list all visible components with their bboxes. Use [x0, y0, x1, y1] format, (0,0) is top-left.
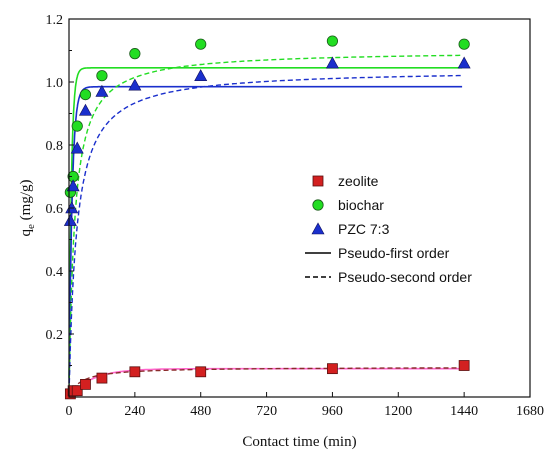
triangle-point	[78, 103, 92, 116]
y-axis-title-unit: (mg/g)	[18, 180, 34, 225]
data-markers	[63, 35, 471, 400]
x-tick-label: 720	[256, 404, 277, 419]
pseudo-second-curve	[68, 74, 463, 392]
y-tick-label: 0.2	[46, 328, 64, 343]
y-axis-title: qe (mg/g)	[18, 180, 37, 237]
legend-label: PZC 7:3	[338, 221, 390, 237]
y-tick-label: 0.6	[46, 202, 64, 217]
triangle-point	[457, 56, 471, 69]
legend-label: Pseudo-second order	[338, 269, 472, 285]
axis-ticks: 0 240 480 720 960 1200 1440 1680 0.2 0.4 0.6 0.8 1.0…	[46, 13, 545, 419]
triangle-point	[66, 179, 80, 192]
legend-label: Pseudo-first order	[338, 245, 450, 261]
square-point	[458, 360, 470, 371]
square-point	[195, 366, 207, 378]
triangle-point	[128, 78, 142, 91]
y-axis-title-main: q	[18, 228, 34, 236]
circle-point	[458, 38, 470, 50]
pseudo-second-curve	[68, 367, 463, 397]
triangle-point	[325, 56, 339, 69]
y-tick-label: 0.8	[46, 139, 64, 154]
circle-point	[129, 48, 141, 60]
fit-curves	[68, 54, 463, 398]
legend: zeolite biochar PZC 7:3 Pseudo-first order P…	[305, 173, 472, 285]
circle-point	[79, 89, 92, 101]
legend-circle-marker	[312, 199, 324, 211]
y-tick-label: 1.2	[46, 13, 64, 28]
x-tick-label: 1440	[450, 404, 478, 419]
pseudo-first-curve	[68, 85, 463, 384]
legend-label: biochar	[338, 197, 384, 213]
legend-square-marker	[312, 175, 324, 187]
x-axis-title: Contact time (min)	[242, 434, 356, 450]
pseudo-first-curve	[68, 367, 463, 398]
x-tick-label: 1680	[516, 404, 544, 419]
x-tick-label: 1200	[384, 404, 412, 419]
y-axis-title-subscript: e	[25, 224, 37, 229]
circle-point	[96, 70, 108, 82]
square-point	[129, 366, 141, 378]
circle-point	[71, 120, 83, 132]
triangle-point	[70, 141, 84, 154]
circle-point	[195, 38, 207, 50]
x-tick-label: 480	[190, 404, 211, 419]
triangle-point	[63, 213, 77, 226]
legend-label: zeolite	[338, 173, 379, 189]
y-tick-label: 1.0	[46, 76, 64, 91]
circle-point	[326, 35, 339, 47]
x-tick-label: 960	[322, 404, 343, 419]
triangle-point	[95, 84, 109, 97]
y-tick-label: 0.4	[46, 265, 64, 280]
triangle-point	[194, 69, 208, 81]
pseudo-second-curve	[68, 54, 463, 389]
square-point	[96, 372, 108, 384]
square-point	[327, 363, 338, 375]
square-point	[71, 385, 83, 397]
x-tick-label: 240	[124, 404, 145, 419]
pseudo-first-curve	[68, 67, 463, 378]
legend-triangle-marker	[311, 222, 325, 235]
square-point	[80, 378, 91, 390]
x-tick-label: 0	[66, 404, 73, 419]
